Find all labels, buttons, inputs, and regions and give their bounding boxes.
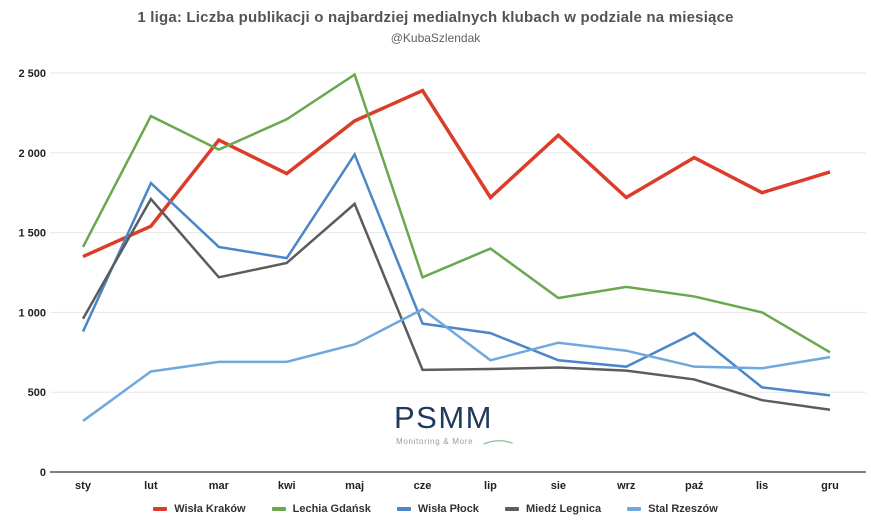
chart-subtitle: @KubaSzlendak (390, 31, 481, 45)
y-tick-label-500: 500 (28, 387, 46, 399)
legend-item-wisla-plock: Wisła Płock (396, 503, 479, 515)
legend-item-wisla-krakow: Wisła Kraków (153, 503, 246, 515)
legend-item-stal-rzeszow: Stal Rzeszów (627, 503, 718, 515)
x-tick-label-wrz: wrz (616, 480, 636, 492)
x-tick-label-cze: cze (414, 480, 432, 492)
legend-item-lechia-gdansk: Lechia Gdańsk (271, 503, 371, 515)
logo-swoosh-icon (483, 439, 513, 445)
psmm-logo: PSMM Monitoring & More (394, 401, 544, 446)
legend-dash-icon (153, 507, 168, 511)
legend-item-miedz-legnica: Miedź Legnica (504, 503, 602, 515)
y-tick-label-1500: 1 500 (18, 228, 46, 240)
legend-label: Wisła Kraków (174, 503, 246, 515)
y-tick-label-0: 0 (40, 467, 46, 479)
x-tick-label-lut: lut (144, 480, 158, 492)
x-tick-label-maj: maj (345, 480, 364, 492)
series-line-wisla-krakow (82, 88, 831, 259)
chart-legend: Wisła Kraków Lechia Gdańsk Wisła Płock Mied… (0, 503, 871, 515)
y-tick-label-2500: 2 500 (18, 68, 46, 80)
legend-dash-icon (396, 507, 411, 511)
x-tick-label-sty: sty (75, 480, 92, 492)
x-tick-label-gru: gru (821, 480, 839, 492)
psmm-logo-tagline: Monitoring & More (396, 437, 474, 446)
x-tick-label-sie: sie (551, 480, 566, 492)
x-tick-label-lip: lip (484, 480, 497, 492)
legend-label: Miedź Legnica (525, 503, 602, 515)
series-line-miedz-legnica (81, 196, 831, 411)
legend-label: Stal Rzeszów (648, 503, 718, 515)
x-tick-label-mar: mar (209, 480, 230, 492)
series-line-lechia-gdansk (81, 72, 831, 354)
series-line-stal-rzeszow (82, 307, 831, 422)
legend-label: Lechia Gdańsk (292, 503, 371, 515)
x-tick-label-lis: lis (756, 480, 768, 492)
chart-title: 1 liga: Liczba publikacji o najbardziej … (137, 9, 734, 26)
legend-dash-icon (504, 507, 519, 511)
y-tick-label-1000: 1 000 (18, 307, 46, 319)
legend-dash-icon (627, 507, 642, 511)
x-tick-label-paz: paź (685, 480, 704, 492)
legend-label: Wisła Płock (417, 503, 479, 515)
legend-dash-icon (271, 507, 286, 511)
psmm-logo-text: PSMM (394, 400, 493, 435)
x-tick-label-kwi: kwi (278, 480, 296, 492)
y-tick-label-2000: 2 000 (18, 148, 46, 160)
series-line-wisla-plock (81, 151, 831, 397)
